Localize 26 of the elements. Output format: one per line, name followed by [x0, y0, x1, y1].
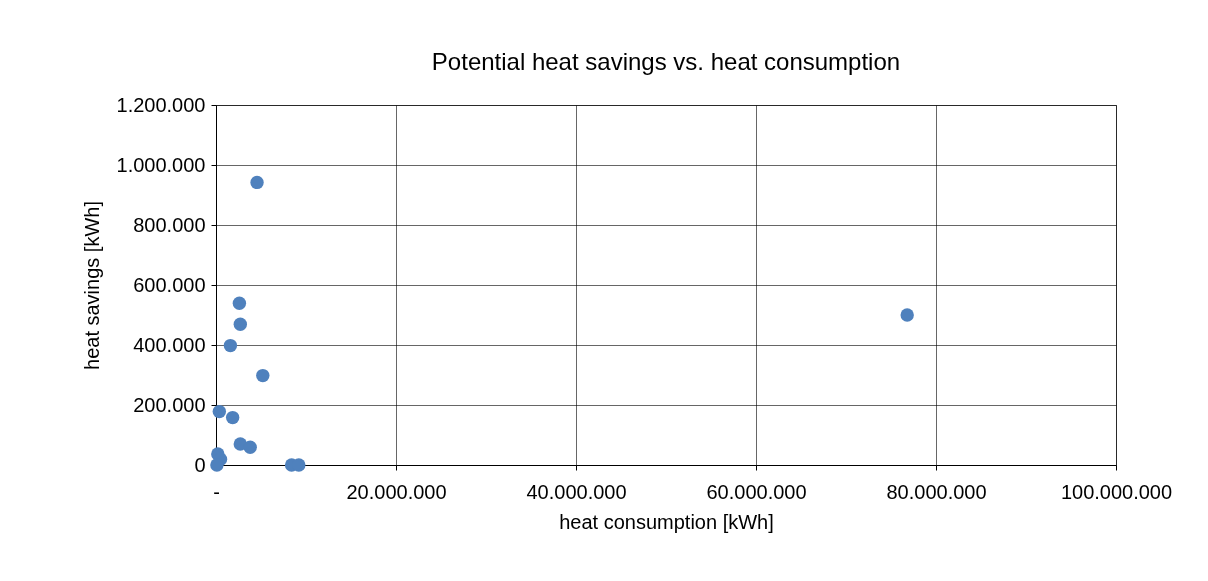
y-tick-label: 400.000: [133, 333, 206, 356]
x-tick-label: 80.000.000: [886, 480, 987, 503]
point: [210, 458, 224, 472]
point: [243, 440, 257, 454]
x-tick-label: 20.000.000: [346, 480, 447, 503]
x-tick-label: 40.000.000: [526, 480, 627, 503]
point: [900, 308, 914, 322]
y-tick-label: 0: [194, 453, 206, 476]
x-tick-label: 60.000.000: [706, 480, 807, 503]
x-axis-title: heat consumption [kWh]: [559, 510, 774, 533]
point: [250, 175, 264, 190]
point: [233, 317, 248, 331]
x-tick-label: 100.000.000: [1060, 480, 1173, 503]
x-tick-label: -: [213, 480, 220, 503]
point: [223, 338, 238, 353]
y-tick-label: 1.200.000: [116, 93, 206, 116]
point: [256, 368, 270, 383]
point: [212, 404, 227, 419]
y-axis-title: heat savings [kWh]: [80, 201, 103, 370]
y-tick-label: 1.000.000: [116, 153, 206, 176]
y-tick-label: 800.000: [133, 213, 206, 236]
y-tick-label: 600.000: [133, 273, 206, 296]
y-tick-label: 200.000: [133, 393, 206, 416]
point: [225, 410, 240, 425]
chart-title: Potential heat savings vs. heat consumption: [431, 48, 901, 75]
point: [232, 296, 247, 310]
